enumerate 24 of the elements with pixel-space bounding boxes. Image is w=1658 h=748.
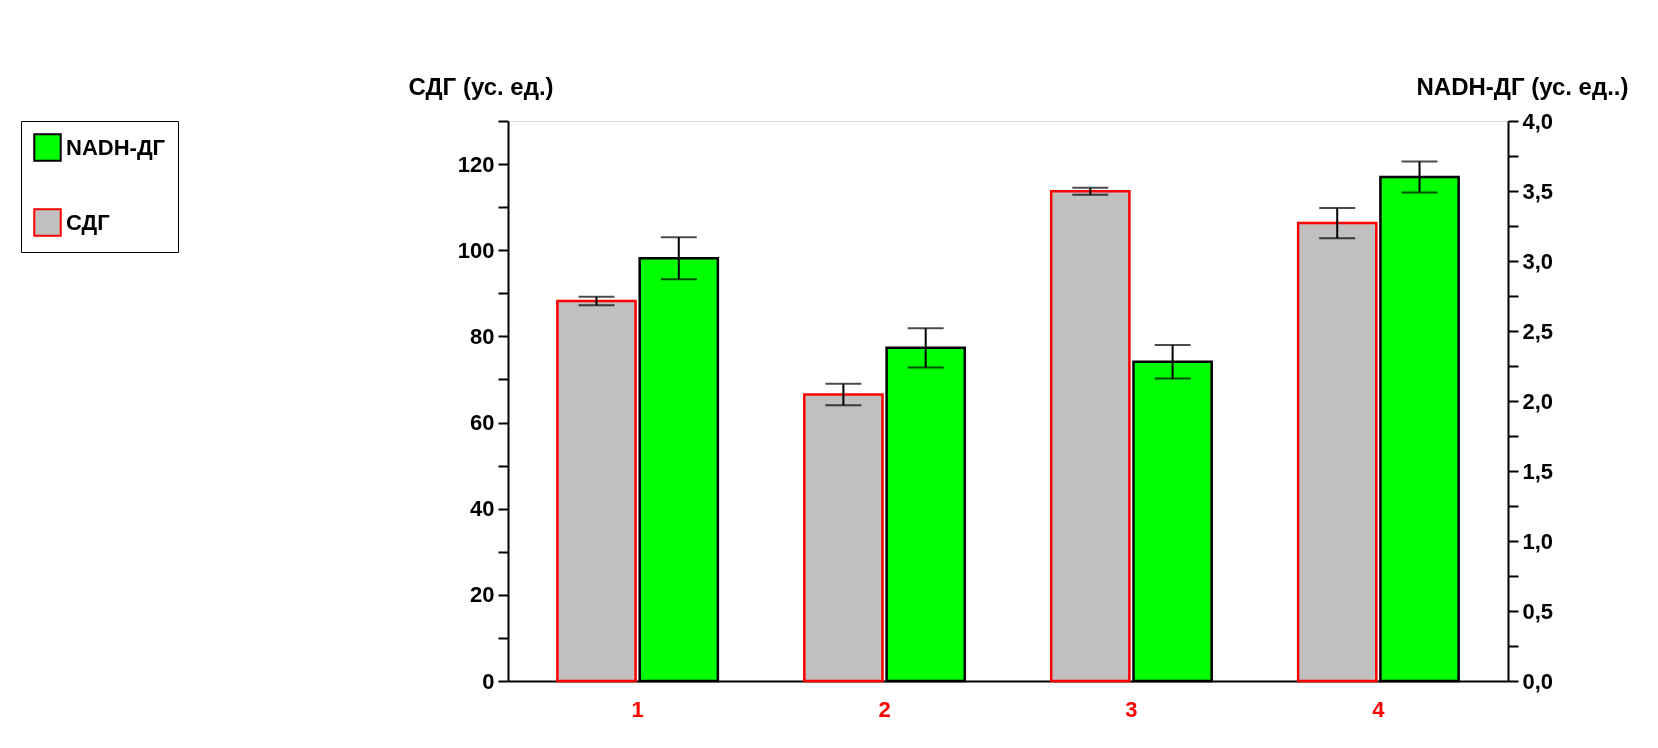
y2-tick-label: 1,0	[1522, 528, 1554, 554]
y2-tick-label: 2,5	[1522, 318, 1554, 344]
legend-label: СДГ	[66, 209, 111, 235]
y2-tick-label: 2,0	[1522, 388, 1554, 414]
y-tick-label: 20	[470, 582, 495, 608]
y-tick-label: 40	[470, 496, 495, 522]
y-axis-title: СДГ (ус. ед.)	[408, 72, 554, 100]
y2-tick-label: 3,0	[1522, 248, 1554, 274]
y2-tick-label: 0,0	[1522, 668, 1554, 694]
y2-tick-label: 0,5	[1522, 598, 1554, 624]
y2-tick-label: 1,5	[1522, 458, 1554, 484]
x-tick-label: 2	[878, 696, 891, 722]
y2-axis-title: NADH-ДГ (ус. ед..)	[1416, 72, 1629, 100]
legend-label: NADH-ДГ	[66, 134, 166, 160]
x-tick-label: 4	[1372, 696, 1386, 722]
y2-tick-label: 4,0	[1522, 108, 1554, 134]
x-tick-label: 3	[1125, 696, 1138, 722]
y-tick-label: 100	[457, 237, 495, 263]
y2-tick-label: 3,5	[1522, 178, 1554, 204]
y-tick-label: 120	[457, 151, 495, 177]
x-tick-label: 1	[631, 696, 644, 722]
y-tick-label: 80	[470, 323, 495, 349]
y-tick-label: 60	[470, 410, 495, 436]
y-tick-label: 0	[482, 668, 495, 694]
